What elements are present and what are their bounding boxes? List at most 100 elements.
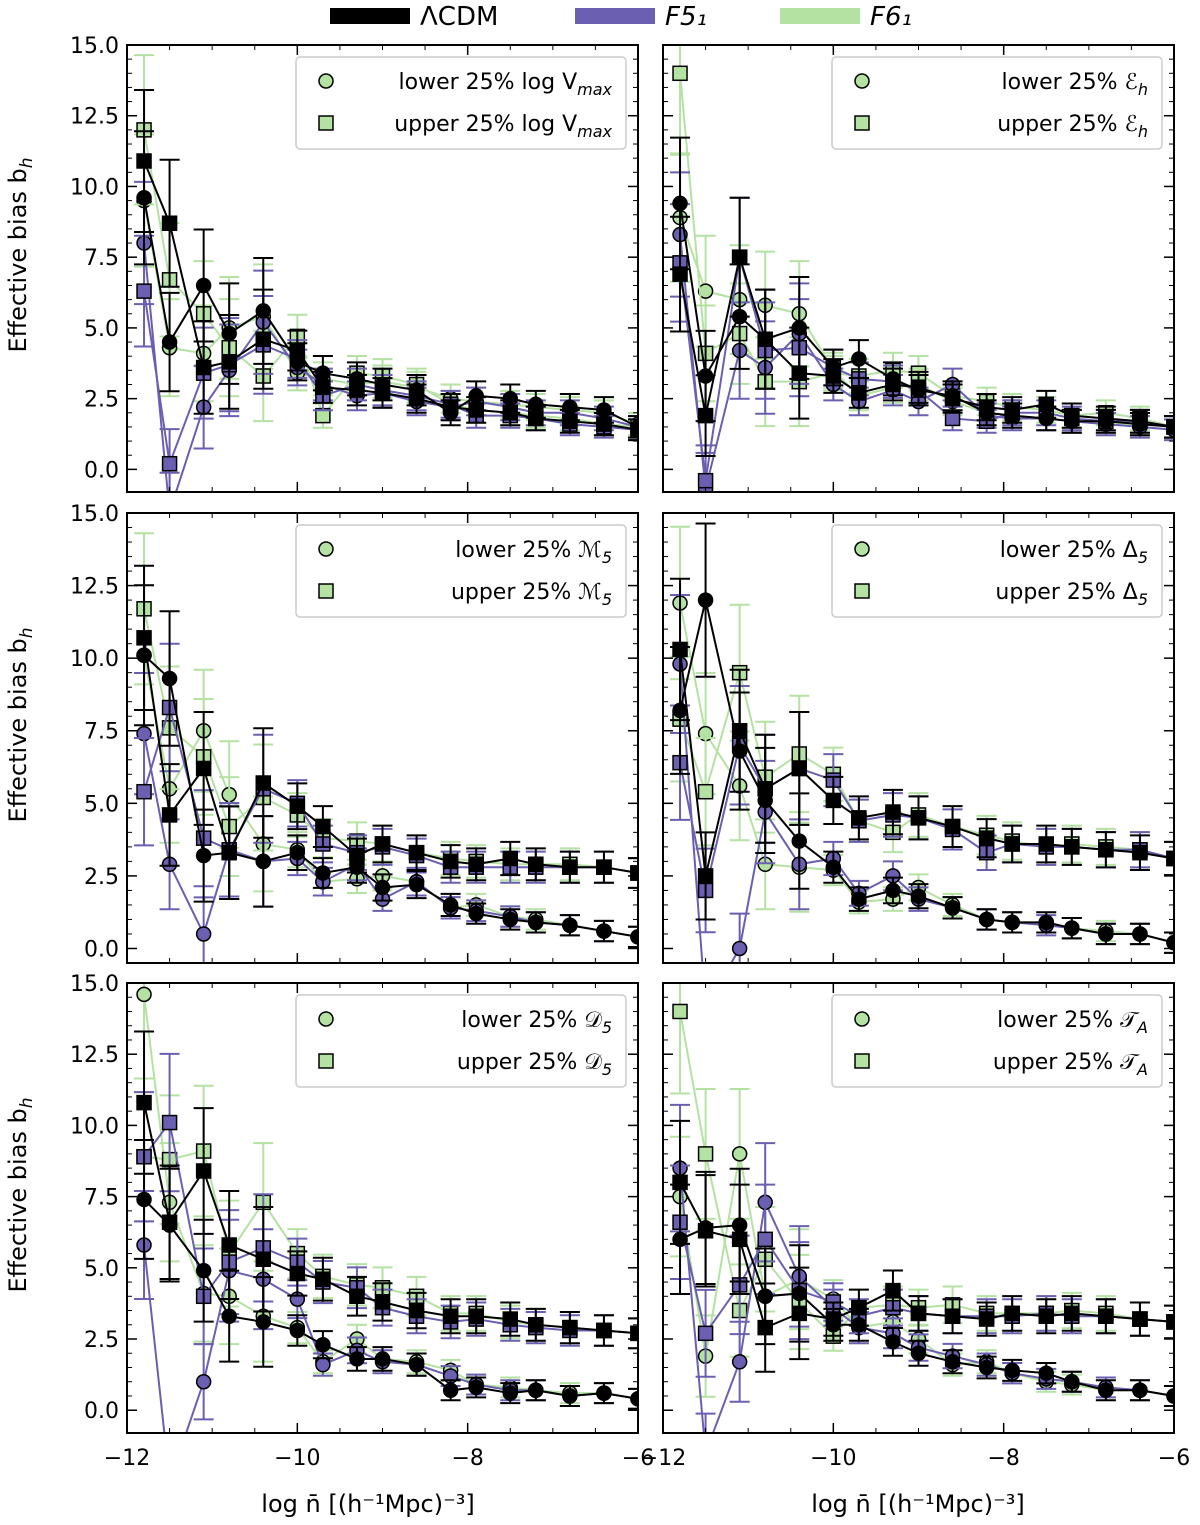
y-tick-label: 5.0 bbox=[84, 1257, 119, 1282]
data-point bbox=[315, 379, 331, 396]
legend-swatch-f6 bbox=[780, 8, 860, 24]
data-point bbox=[885, 1282, 901, 1299]
data-point bbox=[1004, 1305, 1020, 1322]
y-tick-label: 0.0 bbox=[84, 458, 119, 483]
data-point bbox=[699, 1446, 713, 1460]
data-point bbox=[596, 1322, 612, 1339]
data-point bbox=[442, 1382, 459, 1399]
data-point bbox=[221, 1237, 237, 1253]
data-point bbox=[136, 1094, 152, 1111]
data-point bbox=[910, 888, 927, 904]
y-tick-label: 2.5 bbox=[84, 865, 119, 890]
legend-marker-square bbox=[854, 115, 870, 131]
panel-bottom-right: −12 −10 −8 −6 lower 25% 𝒯A upper 25% 𝒯A bbox=[640, 982, 1190, 1471]
data-point bbox=[289, 798, 306, 814]
panel-legend: lower 25% log Vmax upper 25% log Vmax bbox=[295, 56, 627, 150]
legend-entry-label: upper 25% 𝒟5 bbox=[457, 1050, 612, 1079]
series-line bbox=[143, 1244, 638, 1433]
data-point bbox=[757, 781, 773, 797]
data-point bbox=[630, 1325, 638, 1342]
data-point bbox=[502, 1311, 518, 1327]
data-point bbox=[630, 422, 638, 438]
data-point bbox=[672, 195, 688, 212]
legend-swatch-lcdm bbox=[330, 8, 410, 24]
data-point bbox=[502, 911, 518, 928]
data-point bbox=[978, 1359, 995, 1376]
data-point bbox=[672, 65, 688, 82]
panel-legend-box bbox=[295, 524, 627, 618]
data-point bbox=[349, 382, 365, 398]
legend-swatch-f5 bbox=[575, 8, 655, 24]
data-point bbox=[944, 900, 961, 916]
data-point bbox=[731, 249, 748, 265]
data-point bbox=[697, 868, 714, 884]
data-point bbox=[221, 354, 237, 370]
data-point bbox=[630, 929, 638, 945]
x-tick-label: −6 bbox=[622, 1446, 654, 1471]
data-point bbox=[502, 1385, 518, 1401]
plot-area bbox=[134, 532, 638, 963]
data-point bbox=[825, 859, 842, 875]
data-point bbox=[757, 1319, 773, 1336]
data-point bbox=[885, 804, 901, 820]
x-tick-label: −8 bbox=[451, 1446, 483, 1471]
data-point bbox=[289, 844, 306, 861]
legend-marker-circle bbox=[318, 1011, 334, 1027]
data-point bbox=[136, 630, 152, 646]
y-tick-label: 2.5 bbox=[84, 1328, 119, 1353]
data-point bbox=[374, 879, 391, 896]
data-point bbox=[697, 407, 714, 424]
data-point bbox=[851, 891, 867, 907]
data-point bbox=[910, 379, 927, 396]
data-point bbox=[1132, 1311, 1148, 1327]
data-point bbox=[910, 810, 927, 826]
data-point bbox=[136, 283, 152, 299]
data-point bbox=[731, 1354, 748, 1370]
data-point bbox=[528, 410, 544, 427]
data-point bbox=[1132, 413, 1148, 430]
data-point bbox=[978, 830, 995, 846]
data-point bbox=[1038, 1308, 1054, 1324]
data-point bbox=[161, 455, 178, 472]
legend-entry-label: lower 25% log Vmax bbox=[399, 70, 613, 99]
data-point bbox=[731, 940, 748, 957]
figure-legend: ΛCDM F5₁ F6₁ bbox=[330, 2, 912, 32]
data-point bbox=[442, 1308, 459, 1324]
data-point bbox=[468, 905, 484, 922]
series-line bbox=[679, 203, 1174, 428]
data-point bbox=[697, 472, 714, 489]
data-point bbox=[468, 1308, 484, 1324]
data-point bbox=[944, 818, 961, 835]
data-point bbox=[195, 1163, 212, 1179]
data-point bbox=[697, 1223, 714, 1239]
data-point bbox=[697, 1146, 714, 1162]
legend-marker-circle bbox=[318, 73, 334, 89]
data-point bbox=[596, 859, 612, 875]
legend-marker-square bbox=[318, 1053, 334, 1069]
y-tick-label: 7.5 bbox=[84, 246, 119, 271]
data-point bbox=[731, 722, 748, 739]
data-point bbox=[136, 986, 152, 1003]
data-point bbox=[1004, 402, 1020, 418]
plot-area bbox=[670, 522, 1174, 963]
panel-legend: lower 25% 𝒟5 upper 25% 𝒟5 bbox=[295, 994, 627, 1088]
y-tick-label: 10.0 bbox=[70, 1114, 119, 1139]
panel-legend: lower 25% 𝒯A upper 25% 𝒯A bbox=[831, 994, 1163, 1088]
y-tick-label: 5.0 bbox=[84, 317, 119, 342]
legend-entry-label: upper 25% 𝒯A bbox=[993, 1050, 1148, 1079]
data-point bbox=[161, 1114, 178, 1131]
panel-top-right: lower 25% ℰh upper 25% ℰh bbox=[662, 44, 1175, 493]
data-point bbox=[672, 1174, 688, 1191]
data-point bbox=[195, 926, 212, 942]
data-point bbox=[1166, 934, 1174, 951]
series--cdm-upper bbox=[134, 1030, 638, 1350]
data-point bbox=[255, 775, 272, 791]
panel-bottom-left: 0.0 2.5 5.0 7.5 10.0 12.5 15.0 −12 −10 −8 −6 lower … bbox=[70, 972, 654, 1471]
data-point bbox=[1064, 920, 1080, 936]
y-tick-label: 10.0 bbox=[70, 647, 119, 672]
series-line bbox=[143, 733, 638, 938]
data-point bbox=[221, 844, 237, 861]
data-point bbox=[528, 1317, 544, 1333]
data-point bbox=[562, 859, 578, 875]
data-point bbox=[255, 1251, 272, 1268]
